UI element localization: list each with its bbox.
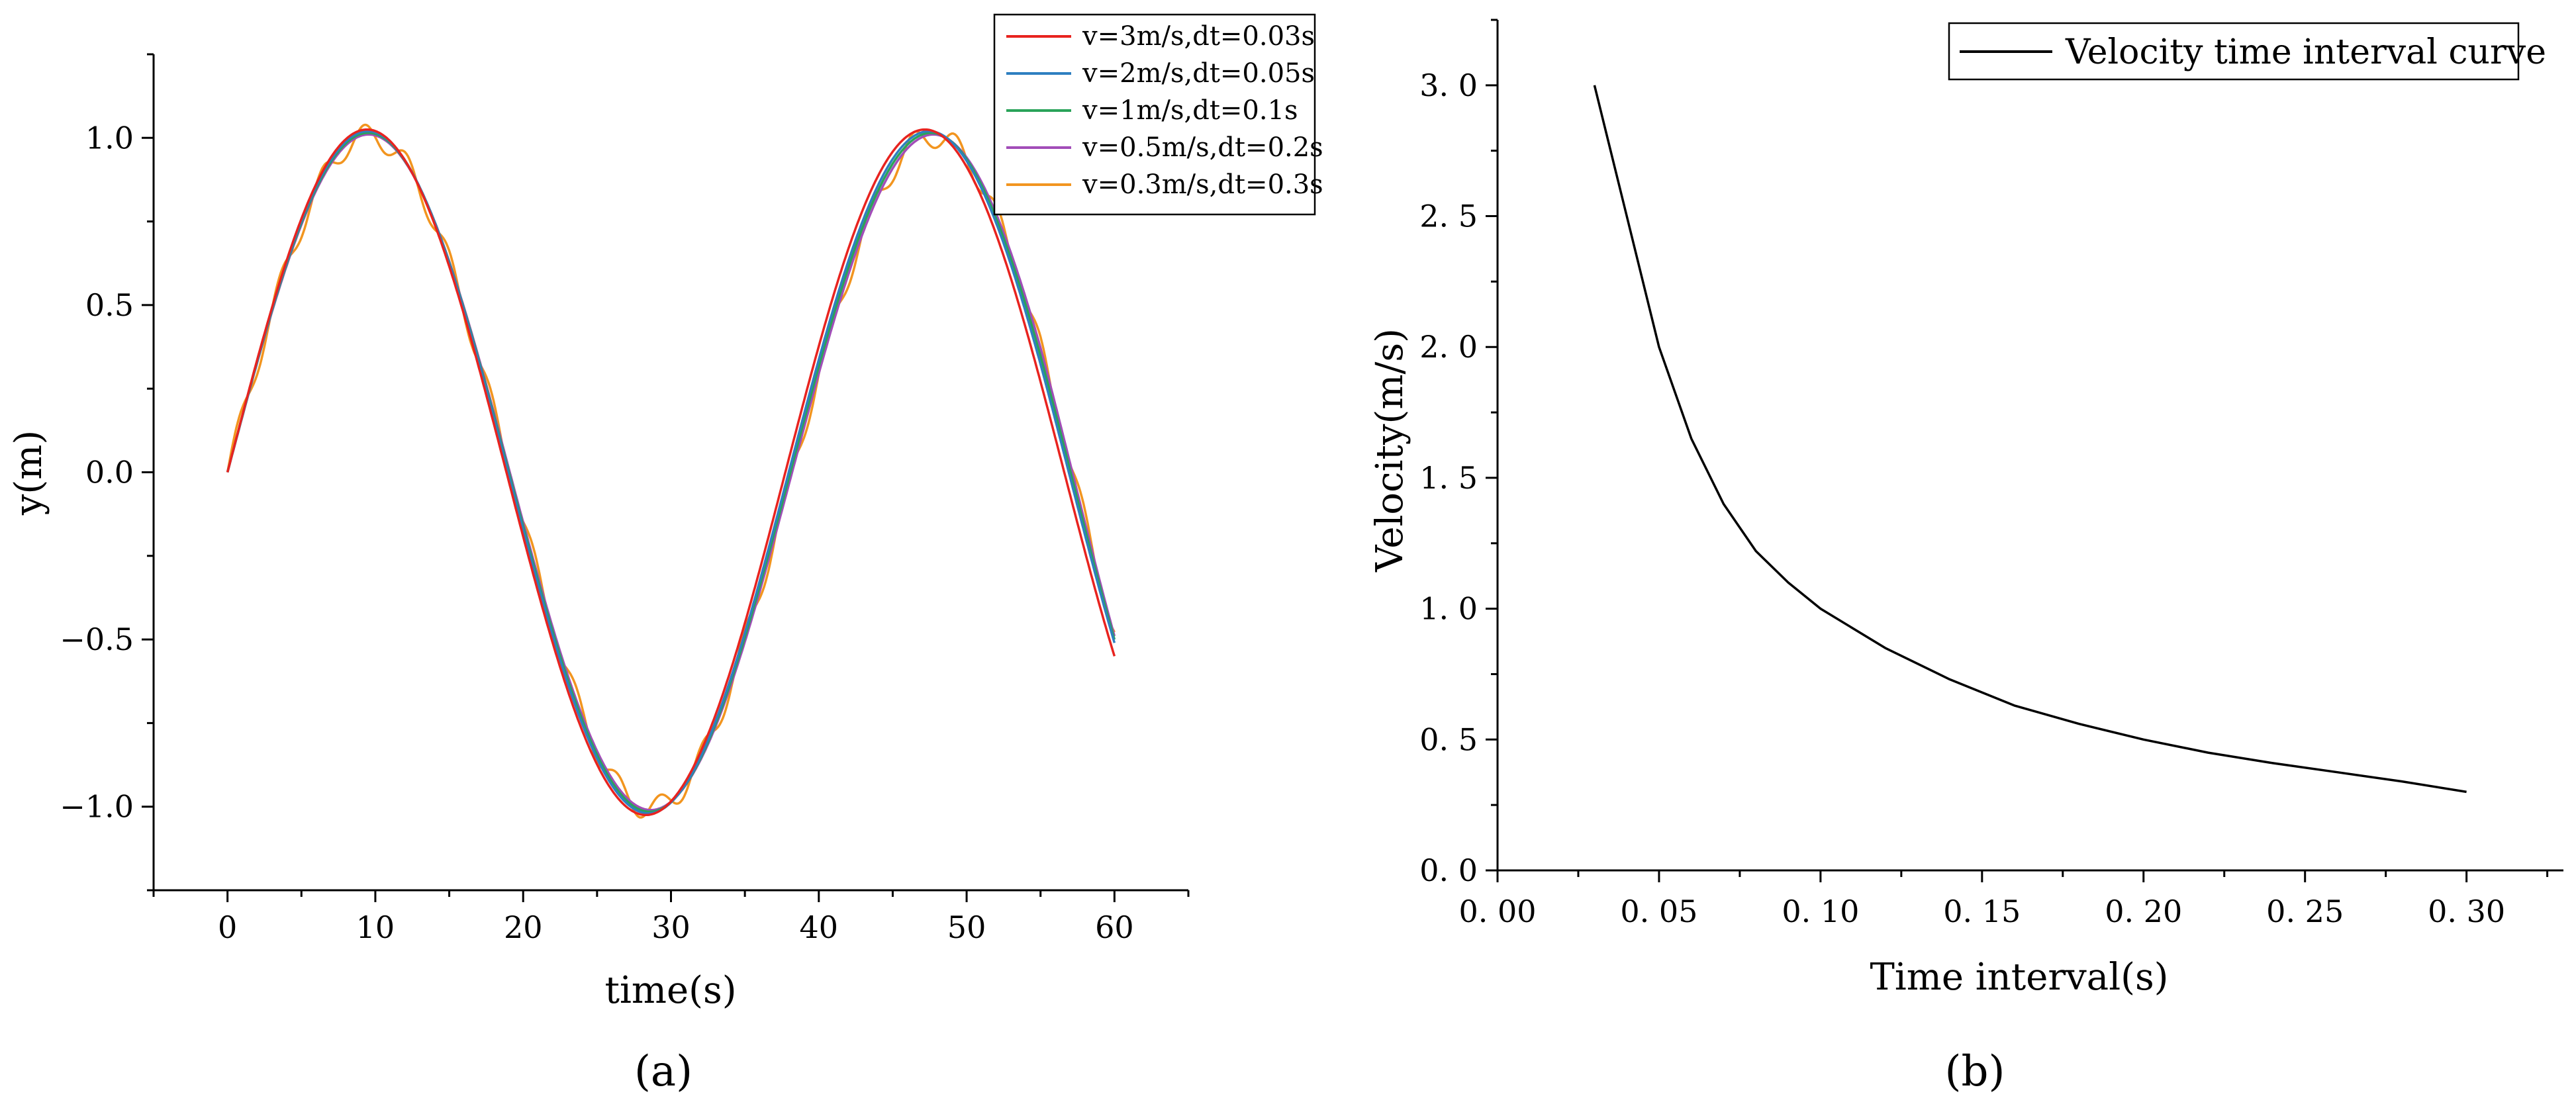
x-tick-label: 0. 00: [1458, 894, 1536, 929]
legend-label-3: v=0.5m/s,dt=0.2s: [1082, 132, 1323, 163]
y-tick-label: 1.0: [85, 120, 134, 156]
x-tick-label: 0. 15: [1943, 894, 2021, 929]
y-tick-label: 2. 0: [1419, 329, 1478, 365]
legend-label-b: Velocity time interval curve: [2065, 32, 2546, 72]
y-tick-label: 0.0: [85, 455, 134, 490]
panel-a-legend: v=3m/s,dt=0.03s v=2m/s,dt=0.05s v=1m/s,dt=…: [993, 13, 1323, 216]
y-tick-label: 0. 0: [1419, 853, 1478, 888]
y-tick-label: 1. 5: [1419, 460, 1478, 496]
x-tick-label: 0. 20: [2105, 894, 2182, 929]
x-tick-label: 60: [1095, 909, 1134, 945]
y-tick-label: 2. 5: [1419, 199, 1478, 234]
series-line-3: [226, 133, 1116, 811]
x-tick-label: 30: [651, 909, 691, 945]
x-tick-label: 50: [947, 909, 986, 945]
panel-b-legend: Velocity time interval curve: [1948, 22, 2546, 81]
panel-b-chart: 0. 00 0. 05 0. 10 0. 15 0. 20 0. 25 0. 30 0. 0 0…: [1368, 19, 2563, 1096]
legend-label-1: v=2m/s,dt=0.05s: [1082, 58, 1315, 89]
x-tick-label: 0. 25: [2266, 894, 2344, 929]
y-tick-label: 0.5: [85, 287, 134, 323]
y-tick-label: −1.0: [60, 789, 134, 825]
velocity-curve: [1593, 85, 2467, 794]
panel-b-y-axis-title: Velocity(m/s): [1368, 328, 1411, 573]
x-tick-label: 20: [504, 909, 543, 945]
y-tick-label: 0. 5: [1419, 721, 1478, 757]
x-tick-label: 0. 05: [1620, 894, 1697, 929]
series-line-4: [226, 123, 1116, 819]
x-tick-label: 40: [800, 909, 839, 945]
series-line-2: [226, 131, 1116, 813]
legend-label-0: v=3m/s,dt=0.03s: [1082, 21, 1315, 52]
y-tick-label: 3. 0: [1419, 68, 1478, 103]
x-tick-label: 10: [356, 909, 395, 945]
y-tick-label: −0.5: [60, 622, 134, 657]
panel-a-x-axis-title: time(s): [604, 969, 736, 1012]
panel-b-x-axis-title: Time interval(s): [1870, 956, 2168, 999]
series-line-0: [226, 128, 1116, 817]
y-tick-label: 1. 0: [1419, 591, 1478, 627]
panel-b-label: (b): [1945, 1047, 2005, 1096]
panel-a-y-axis-title: y(m): [7, 430, 50, 516]
x-tick-label: 0: [218, 909, 237, 945]
x-tick-label: 0. 30: [2428, 894, 2505, 929]
panel-a-chart: 0 10 20 30 40 50 60 −1.0 −0.5 0.0 0.5 1.0 time(s) y…: [7, 13, 1323, 1096]
legend-label-4: v=0.3m/s,dt=0.3s: [1082, 169, 1323, 200]
series-line-1: [226, 130, 1116, 815]
legend-label-2: v=1m/s,dt=0.1s: [1082, 95, 1298, 126]
x-tick-label: 0. 10: [1782, 894, 1859, 929]
panel-a-label: (a): [634, 1047, 692, 1096]
